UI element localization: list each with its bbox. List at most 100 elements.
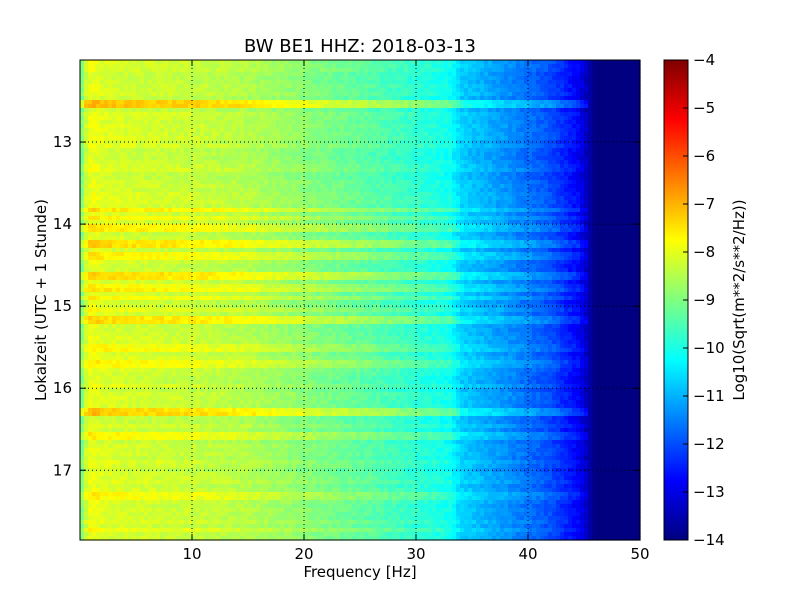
heatmap-cell [392, 80, 397, 85]
heatmap-cell [428, 100, 433, 105]
heatmap-cell [496, 136, 501, 141]
heatmap-cell [504, 88, 509, 93]
heatmap-cell [184, 76, 189, 81]
heatmap-cell [516, 128, 521, 133]
heatmap-cell [616, 140, 621, 145]
heatmap-cell [212, 64, 217, 69]
heatmap-cell [616, 168, 621, 173]
heatmap-cell [344, 196, 349, 201]
heatmap-cell [376, 192, 381, 197]
heatmap-cell [484, 196, 489, 201]
heatmap-cell [588, 84, 593, 89]
heatmap-cell [88, 200, 93, 205]
heatmap-cell [212, 188, 217, 193]
heatmap-cell [312, 184, 317, 189]
heatmap-cell [200, 156, 205, 161]
heatmap-cell [352, 200, 357, 205]
heatmap-cell [260, 96, 265, 101]
heatmap-cell [532, 128, 537, 133]
heatmap-cell [280, 104, 285, 109]
heatmap-cell [600, 164, 605, 169]
heatmap-cell [364, 76, 369, 81]
heatmap-cell [312, 72, 317, 77]
heatmap-cell [544, 68, 549, 73]
heatmap-cell [156, 180, 161, 185]
heatmap-cell [384, 100, 389, 105]
heatmap-cell [296, 164, 301, 169]
heatmap-cell [304, 120, 309, 125]
heatmap-cell [456, 156, 461, 161]
heatmap-cell [172, 140, 177, 145]
heatmap-cell [88, 80, 93, 85]
heatmap-cell [388, 92, 393, 97]
heatmap-cell [112, 196, 117, 201]
heatmap-cell [116, 88, 121, 93]
heatmap-cell [424, 76, 429, 81]
heatmap-cell [176, 100, 181, 105]
heatmap-cell [420, 116, 425, 121]
heatmap-cell [480, 88, 485, 93]
heatmap-cell [332, 112, 337, 117]
heatmap-cell [268, 136, 273, 141]
heatmap-cell [512, 84, 517, 89]
heatmap-cell [408, 116, 413, 121]
heatmap-cell [364, 84, 369, 89]
heatmap-cell [152, 88, 157, 93]
heatmap-cell [136, 120, 141, 125]
heatmap-cell [508, 72, 513, 77]
heatmap-cell [564, 140, 569, 145]
heatmap-cell [440, 140, 445, 145]
heatmap-cell [408, 176, 413, 181]
heatmap-cell [592, 68, 597, 73]
heatmap-cell [600, 112, 605, 117]
heatmap-cell [588, 172, 593, 177]
heatmap-cell [176, 88, 181, 93]
heatmap-cell [232, 176, 237, 181]
heatmap-cell [332, 176, 337, 181]
heatmap-cell [228, 88, 233, 93]
heatmap-cell [308, 164, 313, 169]
heatmap-cell [576, 116, 581, 121]
heatmap-cell [492, 136, 497, 141]
heatmap-cell [128, 96, 133, 101]
heatmap-cell [80, 184, 85, 189]
heatmap-cell [636, 168, 641, 173]
heatmap-cell [232, 156, 237, 161]
heatmap-cell [568, 164, 573, 169]
heatmap-cell [520, 168, 525, 173]
heatmap-cell [484, 152, 489, 157]
heatmap-cell [528, 92, 533, 97]
heatmap-cell [440, 60, 445, 65]
heatmap-cell [620, 64, 625, 69]
heatmap-cell [360, 140, 365, 145]
heatmap-cell [288, 108, 293, 113]
heatmap-cell [552, 60, 557, 65]
heatmap-cell [236, 172, 241, 177]
heatmap-cell [220, 120, 225, 125]
heatmap-cell [108, 152, 113, 157]
heatmap-cell [572, 88, 577, 93]
heatmap-cell [196, 108, 201, 113]
heatmap-cell [588, 88, 593, 93]
heatmap-cell [112, 144, 117, 149]
heatmap-cell [140, 104, 145, 109]
heatmap-cell [604, 88, 609, 93]
heatmap-cell [136, 80, 141, 85]
heatmap-cell [488, 156, 493, 161]
heatmap-cell [196, 120, 201, 125]
heatmap-cell [304, 72, 309, 77]
heatmap-cell [152, 128, 157, 133]
heatmap-cell [124, 180, 129, 185]
heatmap-cell [84, 120, 89, 125]
heatmap-cell [236, 160, 241, 165]
heatmap-cell [220, 92, 225, 97]
heatmap-cell [604, 76, 609, 81]
heatmap-cell [572, 188, 577, 193]
heatmap-cell [388, 76, 393, 81]
heatmap-cell [348, 80, 353, 85]
heatmap-cell [200, 164, 205, 169]
heatmap-cell [224, 188, 229, 193]
heatmap-cell [320, 80, 325, 85]
heatmap-cell [420, 84, 425, 89]
heatmap-cell [632, 128, 637, 133]
